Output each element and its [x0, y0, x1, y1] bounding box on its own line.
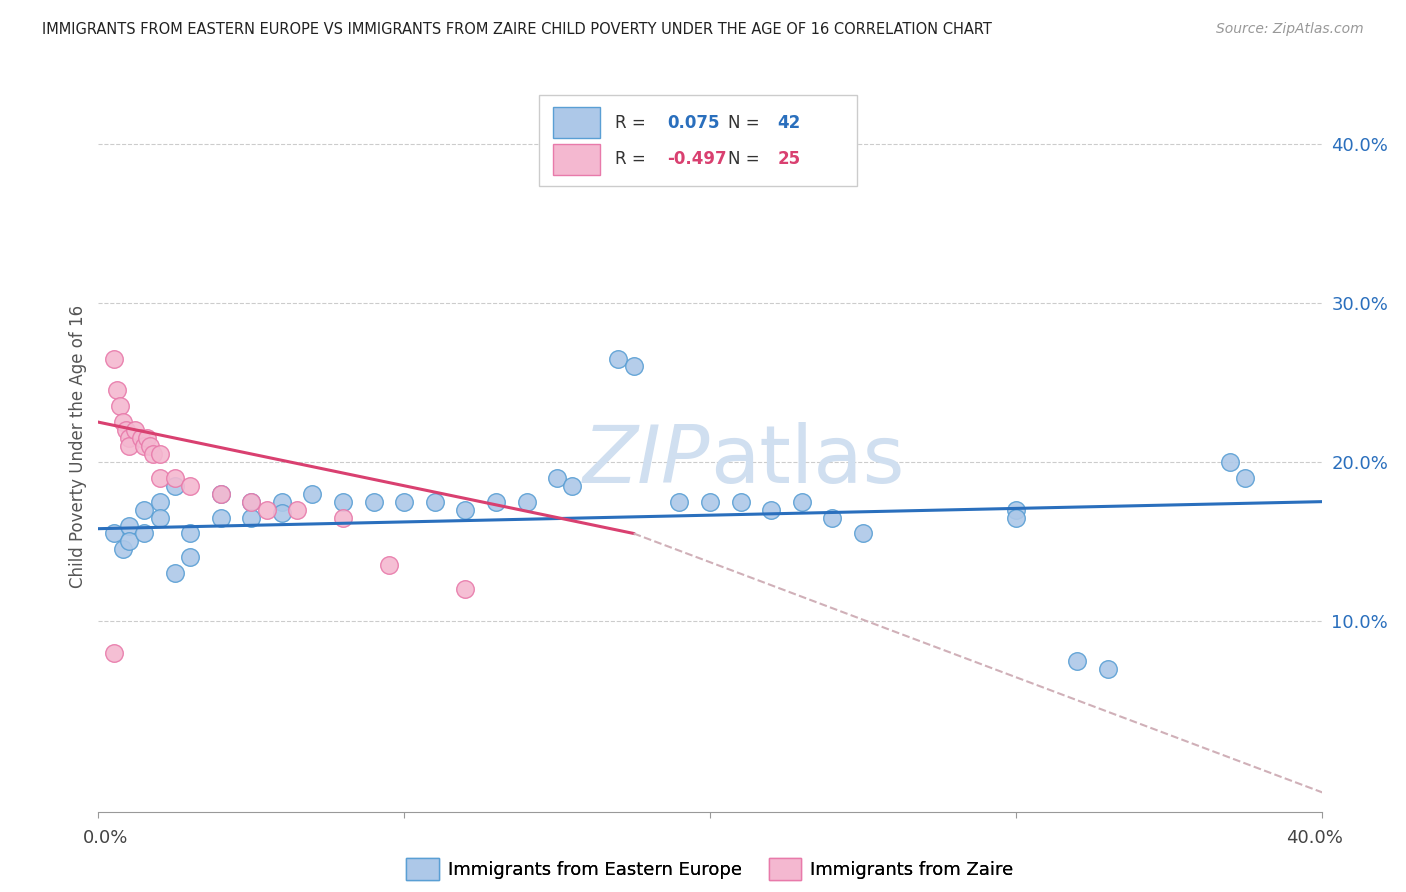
- Point: [118, 518, 141, 533]
- Text: -0.497: -0.497: [668, 150, 727, 169]
- Point: [136, 431, 159, 445]
- Point: [790, 494, 813, 508]
- Text: Source: ZipAtlas.com: Source: ZipAtlas.com: [1216, 22, 1364, 37]
- Point: [1066, 654, 1088, 668]
- Text: atlas: atlas: [710, 422, 904, 500]
- Point: [454, 502, 477, 516]
- Point: [546, 471, 568, 485]
- Text: 25: 25: [778, 150, 800, 169]
- Point: [378, 558, 401, 573]
- Point: [134, 526, 156, 541]
- Point: [209, 486, 232, 500]
- Point: [392, 494, 416, 508]
- Text: R =: R =: [614, 150, 651, 169]
- Point: [149, 471, 172, 485]
- Point: [118, 431, 141, 445]
- Point: [332, 510, 354, 524]
- Point: [179, 479, 201, 493]
- Point: [134, 502, 156, 516]
- Point: [118, 439, 141, 453]
- Text: N =: N =: [728, 113, 765, 132]
- Point: [1004, 510, 1026, 524]
- Text: 40.0%: 40.0%: [1286, 829, 1343, 847]
- Point: [270, 506, 292, 520]
- Point: [240, 494, 263, 508]
- Point: [149, 447, 172, 461]
- Point: [134, 439, 156, 453]
- Y-axis label: Child Poverty Under the Age of 16: Child Poverty Under the Age of 16: [69, 304, 87, 588]
- Point: [142, 447, 165, 461]
- Point: [179, 550, 201, 565]
- Bar: [554, 107, 600, 138]
- Point: [111, 415, 134, 429]
- Point: [179, 526, 201, 541]
- Point: [623, 359, 645, 374]
- Point: [485, 494, 508, 508]
- Point: [105, 384, 128, 398]
- Point: [118, 534, 141, 549]
- Point: [240, 510, 263, 524]
- Point: [332, 494, 354, 508]
- Text: R =: R =: [614, 113, 651, 132]
- Legend: Immigrants from Eastern Europe, Immigrants from Zaire: Immigrants from Eastern Europe, Immigran…: [399, 850, 1021, 887]
- Text: IMMIGRANTS FROM EASTERN EUROPE VS IMMIGRANTS FROM ZAIRE CHILD POVERTY UNDER THE : IMMIGRANTS FROM EASTERN EUROPE VS IMMIGR…: [42, 22, 993, 37]
- Point: [129, 431, 152, 445]
- Point: [852, 526, 875, 541]
- Text: 0.0%: 0.0%: [83, 829, 128, 847]
- Text: N =: N =: [728, 150, 765, 169]
- Point: [163, 471, 186, 485]
- Point: [1097, 662, 1119, 676]
- Point: [111, 542, 134, 557]
- Point: [103, 526, 125, 541]
- Text: 0.075: 0.075: [668, 113, 720, 132]
- Point: [821, 510, 844, 524]
- Point: [363, 494, 385, 508]
- Text: 42: 42: [778, 113, 800, 132]
- Point: [285, 502, 308, 516]
- Point: [516, 494, 538, 508]
- Point: [209, 486, 232, 500]
- Point: [149, 494, 172, 508]
- Point: [163, 479, 186, 493]
- Point: [1219, 455, 1241, 469]
- Point: [730, 494, 752, 508]
- Point: [139, 439, 162, 453]
- Point: [115, 423, 138, 437]
- Point: [1234, 471, 1257, 485]
- Point: [240, 494, 263, 508]
- Point: [1004, 502, 1026, 516]
- Point: [149, 510, 172, 524]
- Point: [699, 494, 721, 508]
- Point: [301, 486, 323, 500]
- Point: [270, 494, 292, 508]
- Point: [607, 351, 630, 366]
- Point: [209, 510, 232, 524]
- Point: [103, 351, 125, 366]
- Point: [668, 494, 690, 508]
- Point: [124, 423, 146, 437]
- Point: [108, 399, 131, 413]
- Point: [454, 582, 477, 596]
- Bar: [554, 144, 600, 175]
- Text: ZIP: ZIP: [582, 422, 710, 500]
- Point: [759, 502, 782, 516]
- Point: [423, 494, 446, 508]
- Point: [561, 479, 583, 493]
- Point: [103, 646, 125, 660]
- Point: [163, 566, 186, 581]
- Point: [256, 502, 278, 516]
- FancyBboxPatch shape: [538, 95, 856, 186]
